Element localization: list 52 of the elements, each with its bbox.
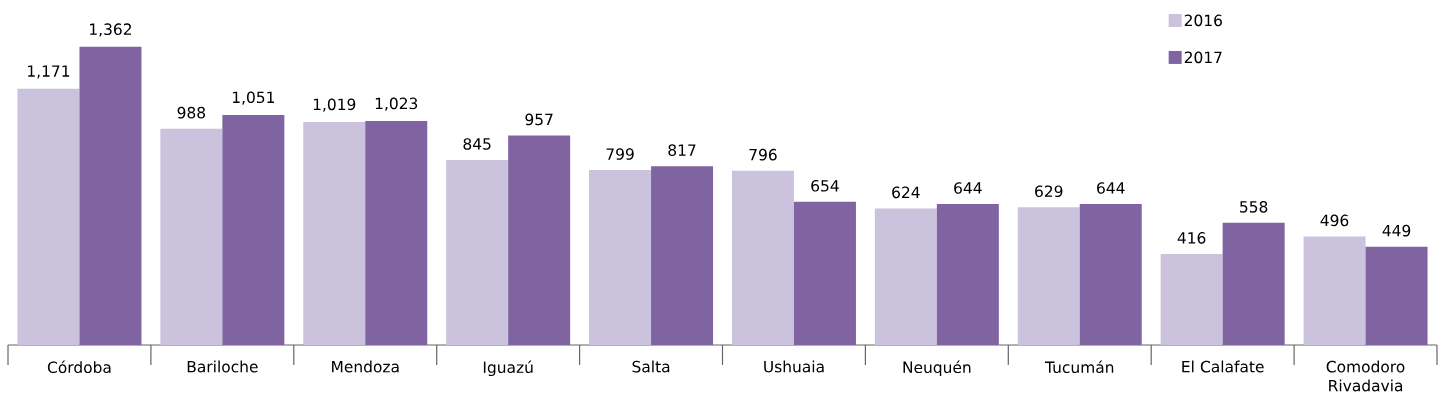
bar <box>303 121 366 345</box>
data-label: 957 <box>525 113 553 126</box>
data-label: 1,019 <box>313 98 356 112</box>
data-label: 449 <box>1382 224 1411 237</box>
bar <box>17 88 80 345</box>
data-label: 558 <box>1240 200 1268 213</box>
bar <box>365 121 428 345</box>
bar <box>589 170 652 345</box>
x-tick-label: Tucumán <box>1044 360 1114 374</box>
bar <box>508 135 571 345</box>
data-label: 629 <box>1035 185 1063 198</box>
data-label: 845 <box>463 138 491 150</box>
x-tick-label: Córdoba <box>47 360 111 374</box>
data-label: 817 <box>668 144 696 156</box>
x-tick-label: Salta <box>632 360 670 373</box>
data-label: 496 <box>1320 214 1349 227</box>
bar <box>1017 207 1080 345</box>
data-label: 1,023 <box>375 97 418 111</box>
x-tick-label: Comodoro Rivadavia <box>1326 360 1405 392</box>
data-label: 1,362 <box>90 23 132 37</box>
data-label: 1,171 <box>28 65 70 79</box>
bar <box>874 208 937 345</box>
data-label: 644 <box>1097 182 1125 194</box>
x-tick-label: El Calafate <box>1182 360 1264 373</box>
bar <box>1160 253 1223 345</box>
data-label: 644 <box>954 182 982 194</box>
bar <box>651 166 714 345</box>
data-label: 416 <box>1177 232 1206 244</box>
legend-label: 2017 <box>1184 51 1222 64</box>
bar <box>1365 246 1428 345</box>
bar <box>793 201 856 345</box>
data-label: 796 <box>749 148 777 161</box>
data-label: 654 <box>811 179 839 192</box>
data-label: 624 <box>892 186 920 199</box>
bar <box>79 46 142 345</box>
bar <box>1079 204 1142 345</box>
legend-label: 2016 <box>1184 14 1222 27</box>
data-label: 799 <box>606 148 634 160</box>
bar <box>731 170 794 345</box>
bar <box>222 114 285 345</box>
data-label: 1,051 <box>232 91 275 105</box>
x-tick-label: Mendoza <box>332 360 399 373</box>
data-label: 988 <box>177 106 206 119</box>
bar <box>1303 236 1366 345</box>
bar <box>446 160 509 345</box>
bar <box>160 128 223 345</box>
x-tick-label: Iguazú <box>483 360 533 377</box>
x-tick-label: Bariloche <box>187 360 258 373</box>
x-tick-label: Ushuaia <box>764 360 824 373</box>
bar <box>1222 222 1285 345</box>
x-tick-label: Neuquén <box>903 360 971 377</box>
bar <box>936 204 999 345</box>
